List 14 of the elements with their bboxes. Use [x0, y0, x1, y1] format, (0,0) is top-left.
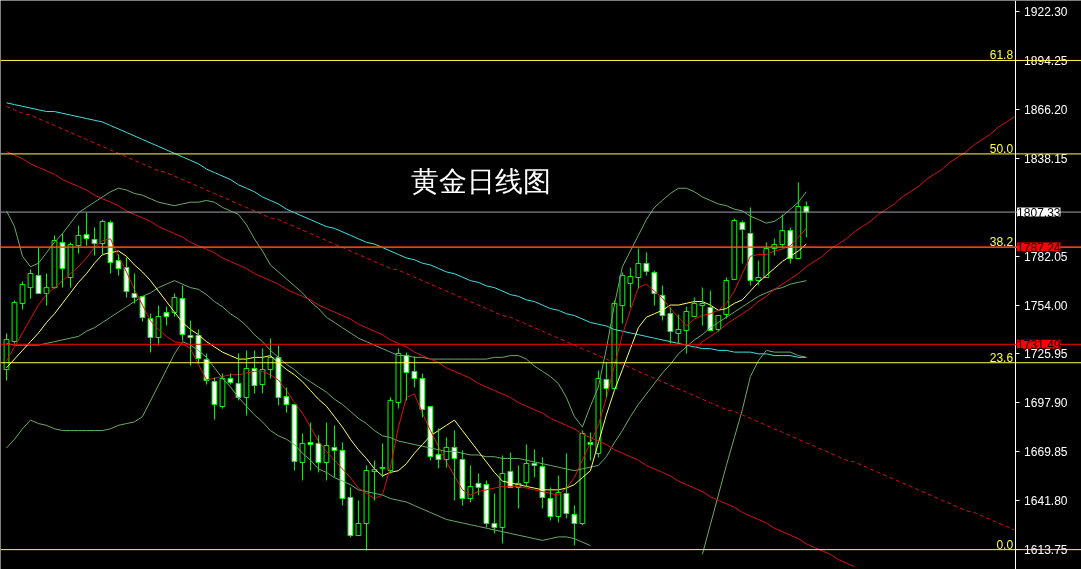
- y-tick-label: 1669.85: [1024, 445, 1068, 460]
- y-tick-label: 1866.20: [1024, 102, 1068, 117]
- ref-line-label: 1807.33: [1017, 205, 1061, 220]
- y-tick-label: 1641.80: [1024, 494, 1068, 509]
- annotation: 50.0: [989, 141, 1014, 156]
- annotation: 38.2: [989, 235, 1014, 250]
- annotation: 23.6: [989, 350, 1014, 365]
- text: 黄金日线图: [410, 164, 551, 198]
- annotation: 0.0: [996, 537, 1014, 552]
- y-tick-label: 1697.90: [1024, 396, 1068, 411]
- y-tick-label: 1754.00: [1024, 298, 1068, 313]
- annotation: 61.8: [989, 48, 1014, 63]
- y-tick-label: 1922.30: [1024, 5, 1068, 20]
- y-tick-label: 1838.15: [1024, 151, 1068, 166]
